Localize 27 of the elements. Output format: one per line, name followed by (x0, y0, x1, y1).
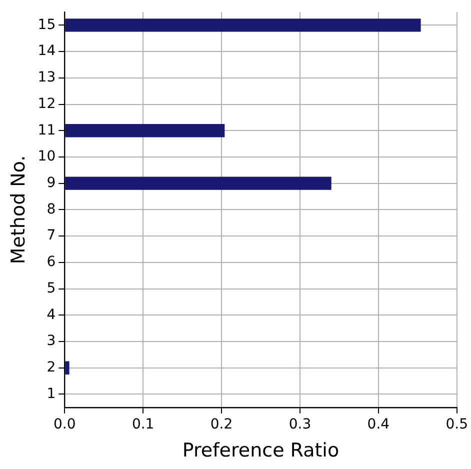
x-tick-label: 0.0 (53, 416, 76, 432)
y-tick-label: 14 (38, 43, 56, 60)
y-tick-label: 1 (46, 386, 56, 402)
y-tick-label: 6 (46, 254, 56, 270)
y-tick-label: 3 (46, 333, 56, 350)
y-tick-label: 13 (38, 70, 56, 86)
y-tick-label: 7 (46, 228, 56, 244)
bar (65, 124, 225, 138)
bar (65, 361, 70, 374)
y-tick-label: 8 (46, 201, 56, 218)
x-tick-label: 0.4 (367, 416, 390, 432)
y-tick-label: 2 (46, 360, 56, 376)
x-tick-label: 0.3 (288, 416, 312, 432)
y-tick-label: 9 (46, 174, 56, 191)
x-tick-label: 0.2 (210, 416, 233, 432)
bar (65, 18, 421, 32)
x-axis-title: Preference Ratio (182, 440, 340, 462)
y-tick-label: 11 (38, 122, 56, 138)
y-tick-label: 5 (46, 280, 56, 296)
y-tick-label: 4 (46, 306, 56, 323)
y-tick-label: 12 (38, 96, 56, 112)
y-tick-label: 10 (38, 148, 56, 165)
x-tick-label: 0.5 (446, 416, 468, 432)
y-tick-label: 15 (38, 16, 56, 33)
x-tick-label: 0.1 (132, 416, 154, 432)
bar (65, 176, 332, 190)
y-axis-title: Method No. (7, 155, 30, 264)
